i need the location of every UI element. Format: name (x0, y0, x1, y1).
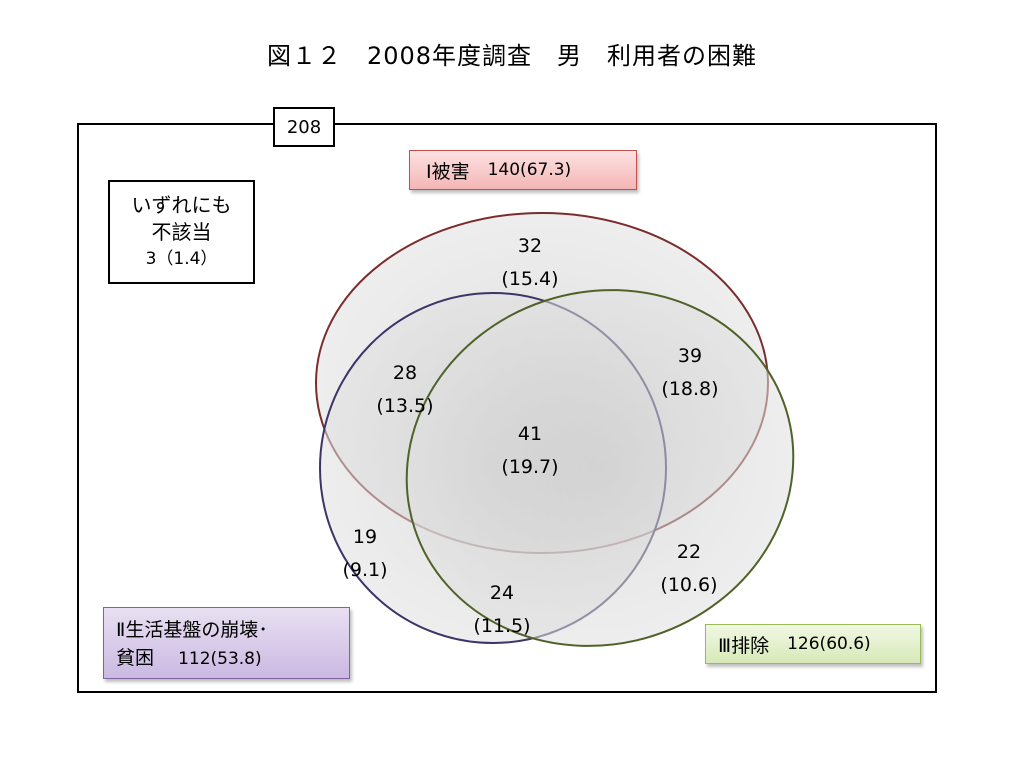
figure-title: 図１２ 2008年度調査 男 利用者の困難 (266, 42, 758, 70)
total-count-box: 208 (273, 107, 335, 147)
region-pct: (18.8) (661, 378, 719, 400)
set2-value: 112(53.8) (178, 649, 262, 669)
region-only-3: 22 (10.6) (644, 536, 734, 602)
region-count: 32 (517, 235, 543, 257)
none-value: 3（1.4） (145, 248, 218, 269)
none-label-line1: いずれにも (131, 192, 232, 217)
region-count: 39 (677, 345, 703, 367)
region-count: 28 (392, 362, 418, 384)
region-only-1: 32 (15.4) (485, 230, 575, 296)
region-1-3: 39 (18.8) (645, 340, 735, 406)
set2-label-line2: 貧困 (116, 647, 155, 669)
diagram-frame (77, 123, 937, 693)
set3-ellipse (405, 289, 795, 647)
set1-label: Ⅰ被害 (426, 160, 470, 183)
region-1-2: 28 (13.5) (360, 357, 450, 423)
region-count: 41 (517, 423, 543, 445)
none-label-line2: 不該当 (151, 219, 212, 244)
region-pct: (13.5) (376, 395, 434, 417)
region-pct: (11.5) (473, 615, 531, 637)
region-count: 24 (489, 582, 515, 604)
set2-label-box: Ⅱ生活基盤の崩壊･ 貧困 112(53.8) (103, 607, 350, 679)
set1-value: 140(67.3) (487, 160, 572, 180)
region-1-2-3: 41 (19.7) (485, 418, 575, 484)
set2-label: Ⅱ生活基盤の崩壊･ (116, 619, 268, 641)
set3-value: 126(60.6) (787, 634, 871, 654)
region-2-3: 24 (11.5) (457, 577, 547, 643)
region-pct: (19.7) (501, 456, 559, 478)
region-pct: (15.4) (501, 268, 559, 290)
region-pct: (10.6) (660, 574, 718, 596)
region-only-2: 19 (9.1) (320, 521, 410, 587)
region-pct: (9.1) (342, 559, 388, 581)
set3-label: Ⅲ排除 (718, 634, 770, 657)
set3-label-box: Ⅲ排除 126(60.6) (705, 624, 921, 664)
region-count: 22 (676, 541, 702, 563)
none-applicable-box: いずれにも 不該当 3（1.4） (108, 180, 255, 284)
total-count: 208 (286, 116, 322, 138)
region-count: 19 (352, 526, 378, 548)
set1-label-box: Ⅰ被害 140(67.3) (409, 150, 637, 190)
